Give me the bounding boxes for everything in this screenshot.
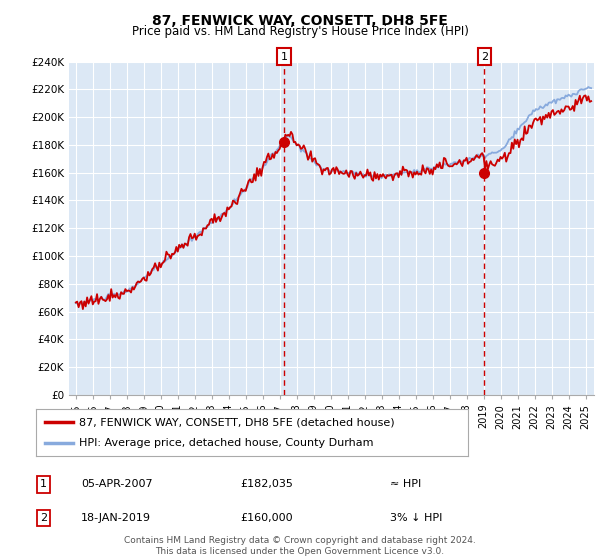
Text: HPI: Average price, detached house, County Durham: HPI: Average price, detached house, Coun…	[79, 438, 374, 448]
Text: 1: 1	[281, 52, 287, 62]
Text: Contains HM Land Registry data © Crown copyright and database right 2024.
This d: Contains HM Land Registry data © Crown c…	[124, 536, 476, 556]
Text: 2: 2	[481, 52, 488, 62]
Text: 18-JAN-2019: 18-JAN-2019	[81, 513, 151, 523]
Text: 87, FENWICK WAY, CONSETT, DH8 5FE: 87, FENWICK WAY, CONSETT, DH8 5FE	[152, 14, 448, 28]
Text: 3% ↓ HPI: 3% ↓ HPI	[390, 513, 442, 523]
Text: £160,000: £160,000	[240, 513, 293, 523]
Text: 2: 2	[40, 513, 47, 523]
Text: ≈ HPI: ≈ HPI	[390, 479, 421, 489]
Text: 05-APR-2007: 05-APR-2007	[81, 479, 152, 489]
Text: £182,035: £182,035	[240, 479, 293, 489]
Text: 1: 1	[40, 479, 47, 489]
Text: Price paid vs. HM Land Registry's House Price Index (HPI): Price paid vs. HM Land Registry's House …	[131, 25, 469, 38]
Text: 87, FENWICK WAY, CONSETT, DH8 5FE (detached house): 87, FENWICK WAY, CONSETT, DH8 5FE (detac…	[79, 417, 395, 427]
